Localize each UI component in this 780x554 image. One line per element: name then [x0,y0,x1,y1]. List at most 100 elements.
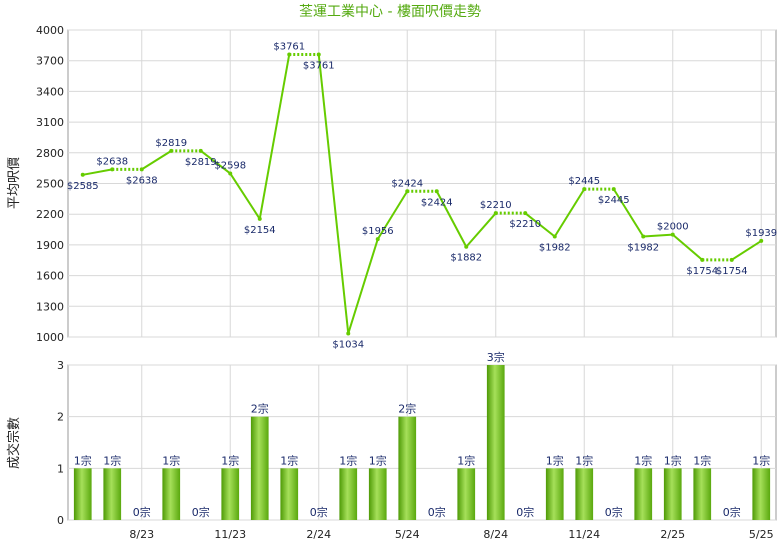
data-label: 2宗 [251,402,269,416]
line-segment [643,233,673,238]
plot-area [67,364,777,521]
data-label: 1宗 [546,453,564,467]
line-segment [229,172,261,220]
bar [280,468,299,520]
x-tick-label: 8/23 [129,528,154,541]
point [169,148,174,153]
data-label: $2210 [509,219,541,230]
data-label: $1939 [745,228,777,239]
point [110,167,115,172]
data-label: 1宗 [664,453,682,467]
data-label: 0宗 [133,505,151,519]
data-label: $2154 [244,225,276,236]
point [552,234,557,239]
data-label: 0宗 [428,505,446,519]
point [493,211,498,216]
point [641,234,646,239]
data-label: $2424 [391,178,423,189]
point [405,189,410,194]
bar [250,416,269,520]
data-label: $1956 [362,226,394,237]
point [759,238,764,243]
chart-title: 荃運工業中心 - 樓面呎價走勢 [299,3,481,20]
y-tick-label: 3 [57,359,64,372]
y-tick-label: 2800 [36,147,64,160]
data-label: $2819 [155,138,187,149]
point [523,211,528,216]
bar [162,468,181,520]
point [700,257,705,262]
point [228,171,233,176]
data-label: 0宗 [192,505,210,519]
y-tick-label: 1 [57,462,64,475]
point [670,232,675,237]
point [139,167,144,172]
data-label: $2000 [657,222,689,233]
data-label: $2819 [185,157,217,168]
data-label: 1宗 [634,453,652,467]
point [316,52,321,57]
bar [221,468,240,520]
x-tick-label: 11/24 [568,528,600,541]
data-label: 1宗 [693,453,711,467]
data-label: 1宗 [752,453,770,467]
y-tick-label: 1000 [36,331,64,344]
point [257,216,262,221]
line-segment [317,54,350,334]
data-label: $3761 [303,60,335,71]
x-tick-label: 8/24 [483,528,508,541]
point [287,52,292,57]
y-tick-label: 3100 [36,116,64,129]
line-segment [731,240,762,261]
x-tick-label: 2/24 [306,528,331,541]
line-segment [612,188,645,238]
data-label: $2210 [480,200,512,211]
data-label: $1034 [332,340,364,351]
data-label: $1754 [716,266,748,277]
data-label: 3宗 [487,350,505,364]
data-label: $2445 [598,195,630,206]
y-tick-label: 2200 [36,208,64,221]
bar [693,468,712,520]
line-segment [376,190,409,240]
y-tick-label: 2 [57,411,64,424]
line-segment [82,168,113,176]
point [434,189,439,194]
bar [368,468,387,520]
bar [545,468,564,520]
line-segment [141,150,172,171]
line-segment [258,54,291,220]
bar [339,468,358,520]
data-label: $2424 [421,197,453,208]
line-segment [200,150,231,175]
point [346,331,351,336]
x-tick-label: 2/25 [660,528,685,541]
y-tick-label: 1300 [36,300,64,313]
data-label: 0宗 [723,505,741,519]
x-tick-label: 5/24 [395,528,420,541]
y-tick-label: 4000 [36,24,64,37]
data-label: $1882 [450,253,482,264]
bar [575,468,594,520]
y-tick-label: 0 [57,514,64,527]
bar [398,416,417,520]
x-tick-label: 5/25 [749,528,774,541]
data-label: 1宗 [339,453,357,467]
point [464,244,469,249]
data-label: $1982 [539,243,571,254]
y-tick-label: 1900 [36,239,64,252]
bar [457,468,476,520]
line-segment [347,238,379,334]
bar [663,468,682,520]
y-tick-label: 3700 [36,55,64,68]
point [611,187,616,192]
point [729,257,734,262]
data-label: $2585 [67,181,99,192]
bar [634,468,653,520]
line-segment [435,190,468,248]
data-label: 0宗 [605,505,623,519]
data-label: 0宗 [516,505,534,519]
x-tick-label: 11/23 [214,528,246,541]
y-tick-label: 1600 [36,270,64,283]
